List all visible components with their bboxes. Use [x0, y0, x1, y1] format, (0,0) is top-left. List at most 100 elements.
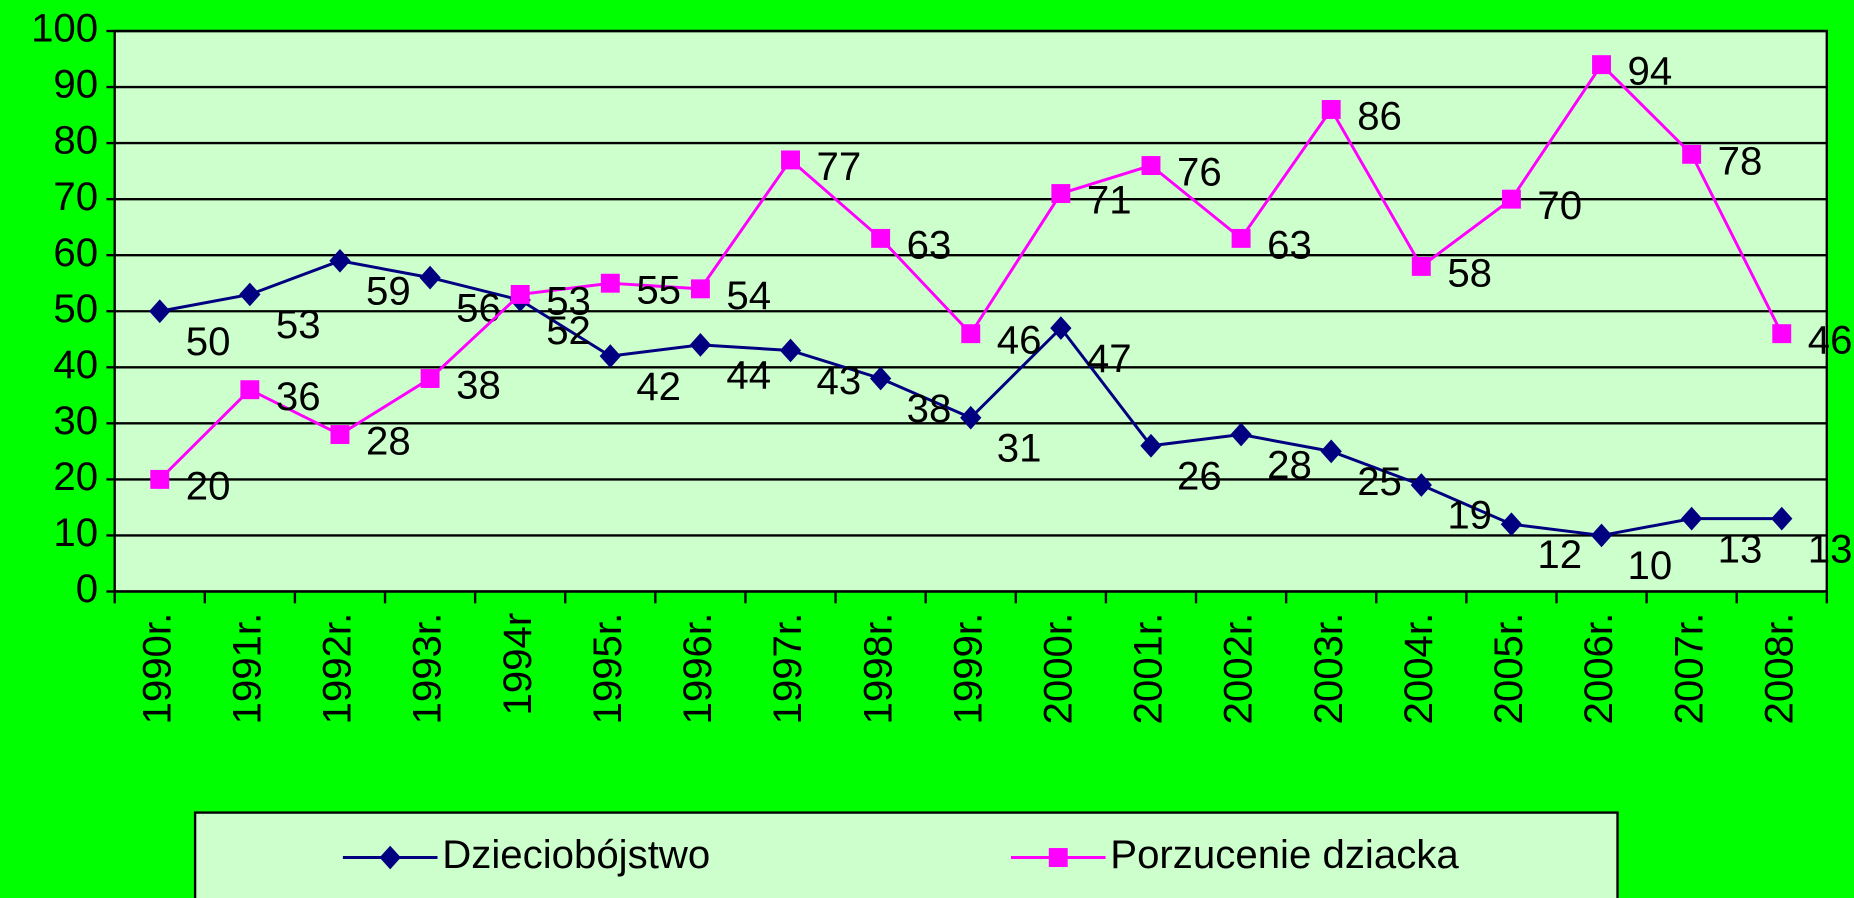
data-label: 38: [907, 386, 952, 431]
marker: [779, 338, 802, 363]
marker: [1592, 55, 1611, 75]
data-label: 44: [726, 353, 771, 398]
x-tick-label: 1993r.: [405, 613, 450, 725]
data-label: 42: [636, 364, 681, 409]
x-tick-label: 2005r.: [1486, 613, 1531, 725]
data-label: 46: [997, 318, 1042, 363]
x-tick-label: 2001r.: [1126, 613, 1171, 725]
data-label: 53: [546, 279, 591, 324]
marker: [1411, 256, 1431, 276]
marker: [240, 380, 260, 400]
marker: [871, 228, 891, 248]
data-label: 36: [276, 374, 321, 419]
y-tick-label: 0: [76, 566, 98, 611]
marker: [1410, 473, 1432, 497]
data-label: 25: [1357, 459, 1402, 504]
x-tick-label: 2007r.: [1666, 613, 1711, 725]
data-label: 71: [1087, 178, 1132, 223]
data-label: 58: [1447, 250, 1492, 295]
x-tick-label: 1995r.: [585, 613, 630, 725]
marker: [510, 284, 530, 304]
data-label: 56: [456, 285, 501, 330]
marker: [689, 333, 712, 357]
data-label: 78: [1718, 138, 1763, 183]
marker: [961, 324, 981, 344]
x-tick-label: 1998r.: [855, 613, 900, 725]
legend: [193, 811, 1619, 898]
y-tick-label: 40: [53, 342, 98, 387]
data-label: 63: [907, 222, 952, 267]
y-tick-label: 30: [53, 398, 98, 443]
data-label: 13: [1808, 526, 1853, 571]
x-tick-label: 1994r: [495, 613, 540, 716]
marker: [960, 405, 982, 430]
marker: [379, 845, 401, 870]
data-label: 31: [997, 425, 1042, 470]
data-label: 47: [1087, 336, 1132, 381]
x-tick-label: 2002r.: [1216, 613, 1261, 725]
data-label: 86: [1357, 94, 1402, 139]
x-tick-label: 1996r.: [675, 613, 720, 725]
x-tick-label: 2003r.: [1306, 613, 1351, 725]
data-label: 54: [726, 273, 771, 318]
x-tick-label: 2006r.: [1576, 613, 1621, 725]
marker: [150, 469, 170, 489]
y-tick-label: 90: [53, 62, 98, 107]
data-label: 20: [186, 463, 231, 508]
marker: [1050, 316, 1072, 340]
data-label: 94: [1628, 49, 1673, 94]
data-label: 63: [1267, 222, 1312, 267]
data-label: 76: [1177, 150, 1222, 195]
data-label: 52: [546, 308, 591, 353]
y-tick-label: 70: [53, 174, 98, 219]
data-label: 50: [186, 319, 231, 364]
marker: [1682, 144, 1702, 164]
marker: [1230, 422, 1252, 447]
data-label: 19: [1447, 493, 1492, 538]
x-tick-label: 2008r.: [1756, 613, 1801, 725]
data-label: 10: [1628, 543, 1673, 588]
marker: [1590, 523, 1613, 548]
marker: [149, 299, 171, 324]
data-label: 46: [1808, 318, 1853, 363]
data-label: 77: [817, 144, 862, 189]
y-tick-label: 20: [53, 454, 98, 499]
y-tick-label: 80: [53, 118, 98, 163]
marker: [599, 344, 621, 368]
marker: [781, 150, 800, 170]
x-tick-label: 1992r.: [315, 613, 360, 725]
marker: [1680, 506, 1703, 531]
x-tick-label: 1999r.: [945, 613, 990, 725]
marker: [869, 366, 892, 391]
data-label: 55: [636, 267, 681, 312]
data-label: 59: [366, 269, 411, 314]
legend-label: Porzucenie dziacka: [1110, 832, 1459, 877]
marker: [1772, 324, 1792, 344]
marker: [419, 265, 441, 290]
marker: [330, 425, 350, 445]
marker: [420, 369, 440, 388]
marker: [1771, 506, 1793, 531]
marker: [1141, 156, 1161, 175]
x-tick-label: 2004r.: [1396, 613, 1441, 725]
marker: [690, 279, 710, 299]
legend-label: Dzieciobójstwo: [442, 832, 710, 877]
marker: [1051, 184, 1071, 204]
x-tick-label: 1997r.: [765, 613, 810, 725]
data-label: 13: [1718, 526, 1763, 571]
y-tick-label: 100: [31, 6, 98, 51]
x-tick-label: 2000r.: [1035, 613, 1080, 725]
y-tick-label: 50: [53, 286, 98, 331]
marker: [600, 273, 620, 293]
marker: [1320, 439, 1342, 464]
marker: [1140, 433, 1162, 458]
marker: [1321, 100, 1341, 119]
data-label: 28: [1267, 442, 1312, 487]
data-label: 28: [366, 419, 411, 464]
marker: [1048, 848, 1068, 867]
data-label: 38: [456, 363, 501, 408]
data-label: 12: [1537, 532, 1582, 577]
data-label: 53: [276, 302, 321, 347]
data-label: 26: [1177, 453, 1222, 498]
